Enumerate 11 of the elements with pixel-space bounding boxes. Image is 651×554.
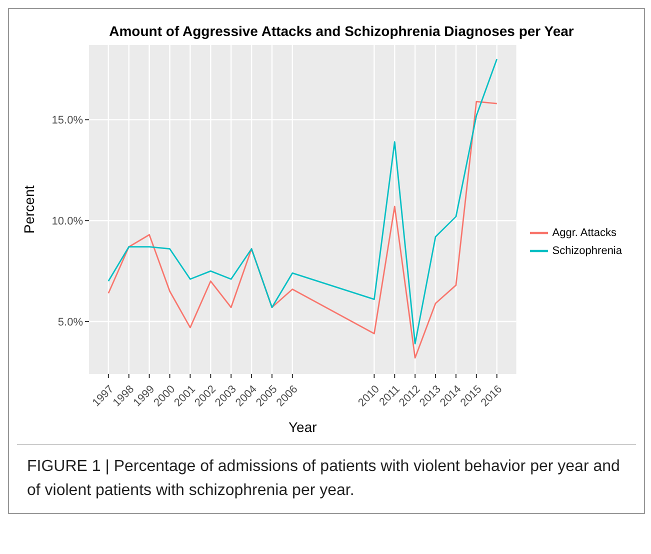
y-tick-label: 5.0% bbox=[58, 316, 84, 328]
caption: FIGURE 1 | Percentage of admissions of patients with violent behavior per year and of violent patients with schizophrenia per year. bbox=[17, 444, 636, 513]
line-series bbox=[108, 100, 498, 359]
line-series bbox=[108, 58, 498, 344]
y-tick-label: 15.0% bbox=[52, 114, 84, 127]
legend-label: Schizophrenia bbox=[552, 244, 622, 256]
y-tick-label: 10.0% bbox=[52, 216, 84, 228]
x-axis-title: Year bbox=[288, 419, 318, 435]
legend-label: Aggr. Attacks bbox=[552, 226, 616, 238]
y-axis-title: Percent bbox=[20, 185, 37, 234]
chart-title: Amount of Aggressive Attacks and Schizophrenia Diagnoses per Year bbox=[108, 22, 575, 39]
